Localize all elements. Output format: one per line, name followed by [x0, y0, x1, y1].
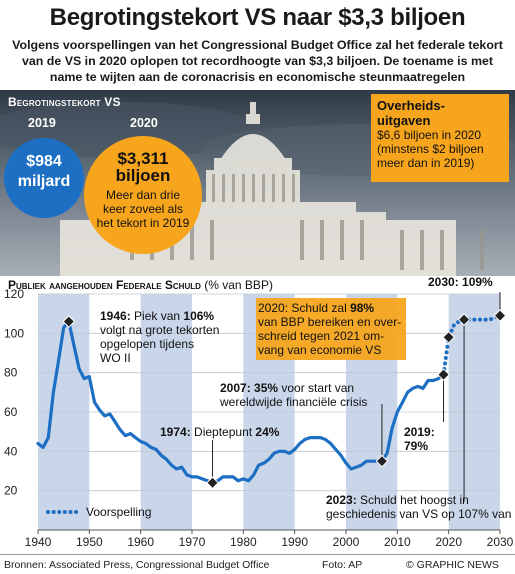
annotation-text: 1974: Dieptepunt 24% — [160, 425, 280, 439]
x-tick-label: 1940 — [25, 535, 52, 549]
annotation-marker — [437, 368, 450, 381]
annotation-marker — [62, 315, 76, 328]
annotation-marker — [442, 330, 456, 344]
deficit-year-2019: 2019 — [28, 116, 56, 130]
chart-title: Publiek aangehouden Federale Schuld (% v… — [8, 278, 273, 292]
y-tick-label: 60 — [4, 405, 18, 419]
y-tick-label: 20 — [4, 484, 18, 498]
x-tick-label: 1970 — [179, 535, 206, 549]
x-tick-label: 1990 — [281, 535, 308, 549]
spending-box: Overheids-uitgaven $6,6 biljoen in 2020 … — [371, 94, 509, 182]
x-tick-label: 2020 — [435, 535, 462, 549]
y-tick-label: 40 — [4, 444, 18, 458]
debt-chart: 20 40 60 80 100 120 1940 1950 1960 1970 1980 1990 20… — [4, 276, 515, 549]
deficit-2019-circle: $984 miljard — [4, 138, 84, 218]
graphic-credit: © GRAPHIC NEWS — [406, 559, 499, 571]
x-tick-label: 1980 — [230, 535, 257, 549]
annotation-text: 2030: 109% — [428, 276, 493, 289]
spending-heading: Overheids-uitgaven — [377, 98, 445, 128]
annotation-text: 2007: 35% voor start van wereldwijde fina… — [219, 381, 367, 409]
deficit-year-2020: 2020 — [130, 116, 158, 130]
annotation-marker — [206, 476, 219, 490]
x-tick-label: 1950 — [76, 535, 103, 549]
forecast-series-line — [441, 313, 502, 377]
annotation-text: 2020: Schuld zal 98% van BBP bereiken en … — [258, 301, 401, 357]
forecast-2020-box — [256, 298, 406, 360]
deficit-heading: Begrotingstekort VS — [8, 95, 121, 109]
x-tick-label: 2000 — [333, 535, 360, 549]
annotation-marker — [375, 454, 389, 468]
annotation-text: 2019: 79% — [404, 425, 435, 453]
annotation-marker — [457, 313, 471, 326]
annotation-text: 1946: Piek van 106% volgt na grote tekort… — [100, 309, 219, 365]
deficit-2019-value: $984 — [26, 153, 62, 170]
y-tick-label: 100 — [4, 326, 24, 340]
deficit-2020-description: Meer dan drie keer zoveel als het tekort… — [96, 188, 190, 230]
photo-credit: Foto: AP — [322, 559, 363, 571]
x-tick-label: 2030 — [487, 535, 514, 549]
page-title: Begrotingstekort VS naar $3,3 biljoen — [49, 4, 466, 31]
deficit-2019-unit: miljard — [17, 173, 71, 190]
source-text: Bronnen: Associated Press, Congressional… — [4, 559, 270, 571]
spending-text: $6,6 biljoen in 2020 (minstens $2 biljoe… — [377, 128, 484, 170]
annotation-text: 2023: Schuld het hoogst in geschiedenis v… — [326, 493, 515, 521]
annotation-marker — [493, 309, 507, 322]
footer: Bronnen: Associated Press, Congressional… — [0, 554, 515, 574]
intro-text: Volgens voorspellingen van het Congressi… — [12, 38, 503, 84]
y-tick-label: 120 — [4, 287, 24, 301]
deficit-2020-value: $3,311 biljoen — [115, 149, 171, 185]
deficit-2020-circle: $3,311 biljoen Meer dan drie keer zoveel … — [84, 136, 202, 254]
x-tick-label: 1960 — [127, 535, 154, 549]
x-tick-label: 2010 — [384, 535, 411, 549]
legend-label: Voorspelling — [86, 505, 151, 519]
y-tick-label: 80 — [4, 366, 18, 380]
